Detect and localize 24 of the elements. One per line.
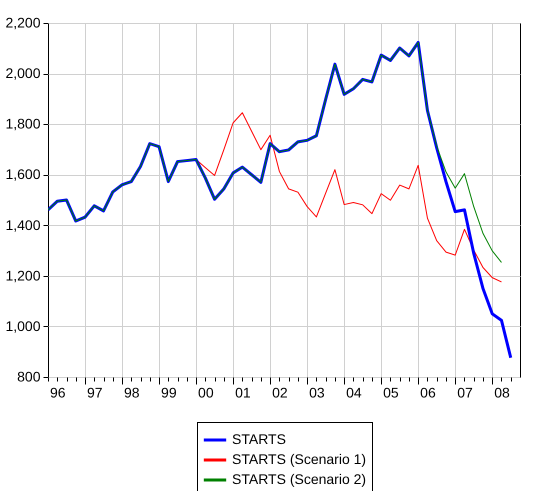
y-tick-label: 1,000 bbox=[5, 318, 41, 334]
y-tick-label: 800 bbox=[17, 368, 41, 384]
x-tick-label: 01 bbox=[235, 384, 251, 400]
y-tick-label: 1,200 bbox=[5, 267, 41, 284]
x-tick-label: 98 bbox=[124, 384, 140, 400]
x-tick-label: 07 bbox=[457, 384, 473, 400]
x-tick-label: 99 bbox=[161, 384, 177, 400]
y-tick-label: 1,800 bbox=[5, 116, 41, 132]
legend-label: STARTS (Scenario 2) bbox=[232, 471, 366, 487]
x-tick-label: 96 bbox=[50, 384, 66, 400]
y-tick-label: 2,200 bbox=[5, 14, 41, 30]
legend-label: STARTS (Scenario 1) bbox=[232, 451, 366, 467]
x-tick-label: 05 bbox=[383, 384, 399, 400]
x-tick-label: 04 bbox=[346, 384, 362, 400]
x-tick-label: 97 bbox=[86, 384, 103, 400]
x-tick-label: 08 bbox=[494, 384, 510, 400]
x-tick-label: 02 bbox=[272, 384, 288, 400]
x-tick-label: 03 bbox=[309, 384, 325, 400]
y-tick-label: 1,600 bbox=[5, 166, 41, 182]
y-tick-label: 2,000 bbox=[5, 65, 41, 82]
x-tick-label: 00 bbox=[198, 384, 214, 400]
legend-label: STARTS bbox=[232, 431, 286, 447]
x-tick-label: 06 bbox=[420, 384, 436, 400]
y-tick-label: 1,400 bbox=[5, 216, 41, 233]
